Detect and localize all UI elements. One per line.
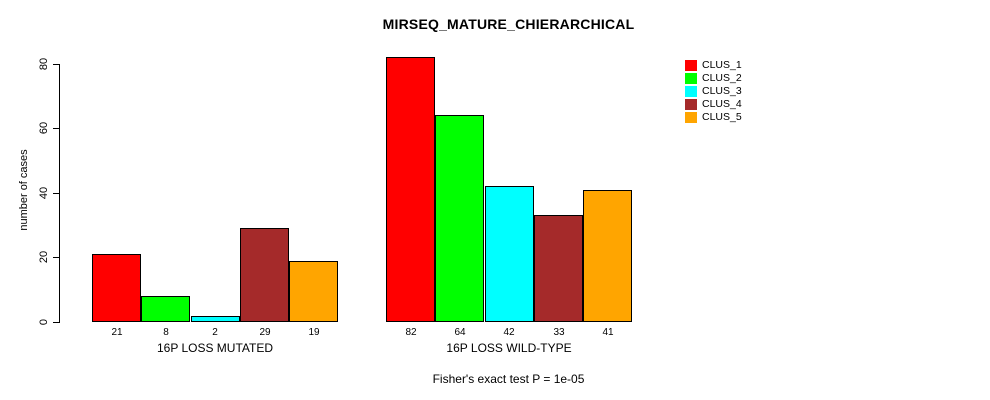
bar-value-label: 42 bbox=[503, 327, 515, 338]
legend-item-clus_5: CLUS_5 bbox=[685, 112, 742, 123]
bar-clus_3-group2 bbox=[485, 186, 534, 322]
legend-label: CLUS_3 bbox=[702, 85, 742, 97]
bar-value-label: 2 bbox=[212, 327, 218, 338]
y-axis-tick-label: 80 bbox=[38, 57, 50, 71]
y-axis-tick bbox=[53, 257, 59, 258]
bar-clus_2-group1 bbox=[141, 296, 190, 322]
y-axis-tick-label: 0 bbox=[38, 318, 50, 326]
bar-value-label: 19 bbox=[308, 327, 320, 338]
legend-label: CLUS_1 bbox=[702, 59, 742, 71]
y-axis-label: number of cases bbox=[18, 149, 30, 231]
y-axis-tick bbox=[53, 128, 59, 129]
subtitle-text: Fisher's exact test P = 1e-05 bbox=[432, 372, 585, 386]
bar-value-label: 33 bbox=[553, 327, 565, 338]
bar-clus_4-group2 bbox=[534, 215, 583, 322]
chart-title: MIRSEQ_MATURE_CHIERARCHICAL bbox=[382, 16, 635, 32]
y-axis-line bbox=[59, 64, 60, 323]
bar-value-label: 21 bbox=[111, 327, 123, 338]
legend-item-clus_1: CLUS_1 bbox=[685, 60, 742, 71]
bar-value-label: 82 bbox=[405, 327, 417, 338]
y-axis-tick bbox=[53, 64, 59, 65]
legend-label: CLUS_2 bbox=[702, 72, 742, 84]
y-axis-tick-label: 20 bbox=[38, 250, 50, 264]
y-axis-tick bbox=[53, 193, 59, 194]
x-axis-group-label: 16P LOSS WILD-TYPE bbox=[446, 341, 572, 355]
bar-clus_5-group2 bbox=[583, 190, 632, 322]
legend-item-clus_2: CLUS_2 bbox=[685, 73, 742, 84]
legend-item-clus_4: CLUS_4 bbox=[685, 99, 742, 110]
y-axis-tick bbox=[53, 322, 59, 323]
bar-clus_5-group1 bbox=[289, 261, 338, 322]
legend-label: CLUS_5 bbox=[702, 111, 742, 123]
bar-value-label: 8 bbox=[163, 327, 169, 338]
y-axis-tick-label: 40 bbox=[38, 186, 50, 200]
legend-swatch-clus_1 bbox=[685, 60, 697, 71]
legend-swatch-clus_4 bbox=[685, 99, 697, 110]
legend-swatch-clus_2 bbox=[685, 73, 697, 84]
legend-label: CLUS_4 bbox=[702, 98, 742, 110]
bar-value-label: 41 bbox=[602, 327, 614, 338]
bar-clus_3-group1 bbox=[191, 316, 240, 322]
legend-item-clus_3: CLUS_3 bbox=[685, 86, 742, 97]
y-axis-tick-label: 60 bbox=[38, 121, 50, 135]
bar-clus_1-group2 bbox=[386, 57, 435, 322]
legend-swatch-clus_5 bbox=[685, 112, 697, 123]
bar-value-label: 64 bbox=[454, 327, 466, 338]
legend-swatch-clus_3 bbox=[685, 86, 697, 97]
legend: CLUS_1 CLUS_2 CLUS_3 CLUS_4 CLUS_5 bbox=[685, 60, 742, 123]
bar-clus_2-group2 bbox=[435, 115, 484, 322]
bar-value-label: 29 bbox=[259, 327, 271, 338]
x-axis-group-label: 16P LOSS MUTATED bbox=[156, 341, 274, 355]
bar-clus_1-group1 bbox=[92, 254, 141, 322]
bar-clus_4-group1 bbox=[240, 228, 289, 322]
